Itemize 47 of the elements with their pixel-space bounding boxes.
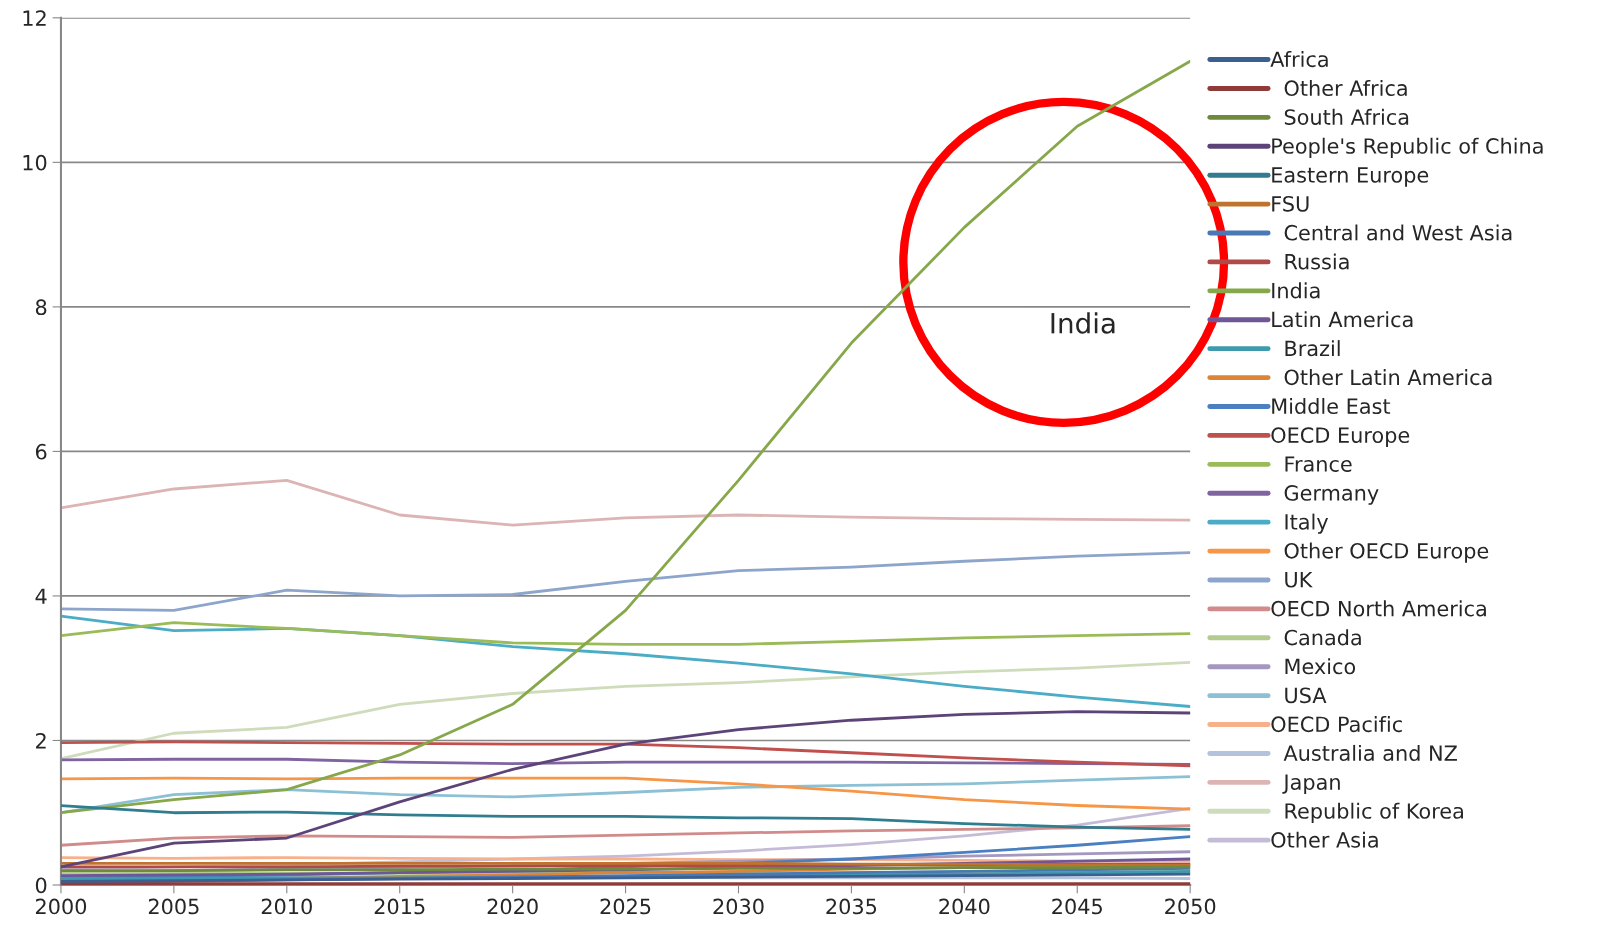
legend-label: Middle East xyxy=(1272,397,1391,415)
x-tick-label: 2050 xyxy=(1165,898,1216,915)
y-tick-label: 4 xyxy=(35,588,47,604)
legend-label: People's Republic of China xyxy=(1272,137,1543,158)
x-tick-label: 2045 xyxy=(1052,898,1102,915)
legend-label: UK xyxy=(1285,572,1313,588)
x-tick-label: 2010 xyxy=(261,898,312,915)
x-tick-label: 2020 xyxy=(487,898,538,915)
legend-label: Russia xyxy=(1285,253,1349,270)
legend-label: Mexico xyxy=(1285,658,1356,675)
x-tick-label: 2030 xyxy=(713,898,764,915)
legend-label: Latin America xyxy=(1272,311,1413,328)
y-tick-label: 10 xyxy=(23,154,47,171)
legend-label: South Africa xyxy=(1284,108,1409,125)
legend-label: India xyxy=(1272,282,1320,299)
x-tick-label: 2025 xyxy=(600,898,651,915)
legend-label: Germany xyxy=(1284,485,1379,505)
x-tick-label: 2005 xyxy=(148,898,199,915)
legend-label: Italy xyxy=(1285,513,1329,534)
legend-label: FSU xyxy=(1272,195,1309,212)
legend-label: OECD Europe xyxy=(1271,427,1410,448)
legend-label: France xyxy=(1285,456,1352,472)
legend-label: Republic of Korea xyxy=(1285,802,1463,823)
legend-label: Brazil xyxy=(1285,340,1340,357)
y-tick-label: 12 xyxy=(23,10,46,26)
annotation: India xyxy=(1051,312,1115,334)
legend-label: Australia and NZ xyxy=(1283,744,1457,762)
legend-label: Canada xyxy=(1284,629,1361,646)
legend-label: Other Africa xyxy=(1284,79,1407,97)
legend-label: Other OECD Europe xyxy=(1284,542,1489,563)
legend-label: OECD North America xyxy=(1271,600,1486,617)
legend-label: Japan xyxy=(1282,774,1340,794)
x-tick-label: 2000 xyxy=(35,898,87,915)
legend-label: OECD Pacific xyxy=(1271,716,1402,733)
x-tick-label: 2015 xyxy=(374,898,425,915)
x-tick-label: 2035 xyxy=(826,898,877,915)
legend-label: USA xyxy=(1285,687,1327,704)
legend-label: Africa xyxy=(1270,51,1328,68)
legend-label: Other Asia xyxy=(1271,831,1378,848)
x-tick-label: 2040 xyxy=(939,898,990,915)
y-tick-label: 0 xyxy=(35,877,47,894)
legend-label: Other Latin America xyxy=(1284,369,1492,386)
legend-label: Central and West Asia xyxy=(1284,224,1512,241)
legend-label: Eastern Europe xyxy=(1272,167,1429,187)
y-tick-label: 6 xyxy=(35,443,47,460)
y-tick-label: 8 xyxy=(35,299,47,316)
y-tick-label: 2 xyxy=(36,732,46,749)
